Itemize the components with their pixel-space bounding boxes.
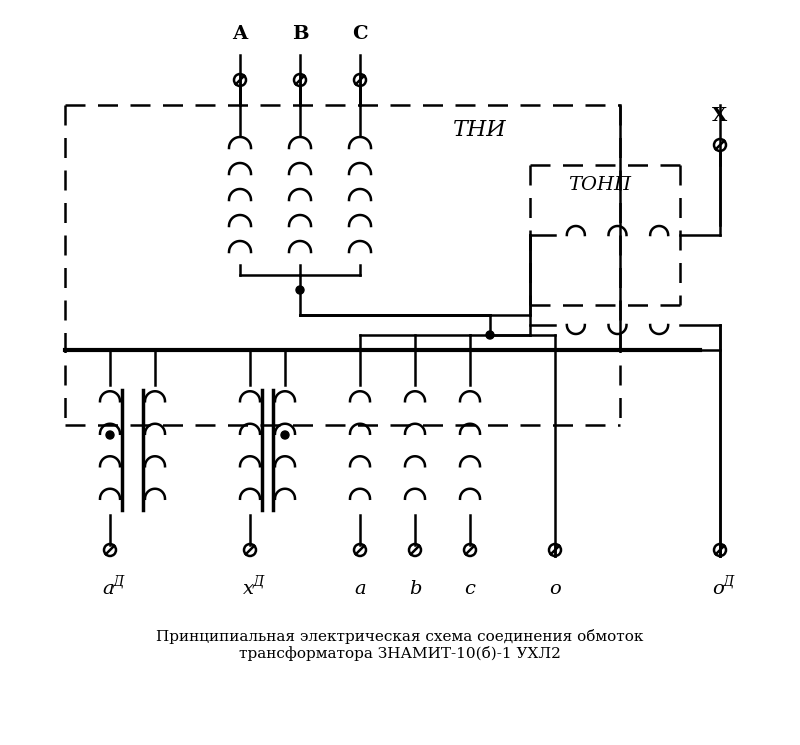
Text: C: C: [352, 25, 368, 43]
Circle shape: [486, 331, 494, 339]
Text: b: b: [409, 580, 422, 598]
Text: Д: Д: [112, 575, 124, 589]
Text: о: о: [712, 580, 724, 598]
Text: A: A: [233, 25, 247, 43]
Text: B: B: [292, 25, 308, 43]
Text: Д: Д: [722, 575, 734, 589]
Text: а: а: [354, 580, 366, 598]
Text: с: с: [465, 580, 475, 598]
Text: х: х: [242, 580, 254, 598]
Text: а: а: [102, 580, 114, 598]
Text: X: X: [712, 107, 728, 125]
Circle shape: [106, 431, 114, 439]
Text: Д: Д: [252, 575, 264, 589]
Text: Принципиальная электрическая схема соединения обмоток
трансформатора ЗНАМИТ-10(б: Принципиальная электрическая схема соеди…: [156, 629, 644, 662]
Circle shape: [281, 431, 289, 439]
Text: ТНИ: ТНИ: [453, 119, 507, 141]
Text: ТОНП: ТОНП: [569, 176, 631, 194]
Circle shape: [296, 286, 304, 294]
Text: о: о: [549, 580, 561, 598]
